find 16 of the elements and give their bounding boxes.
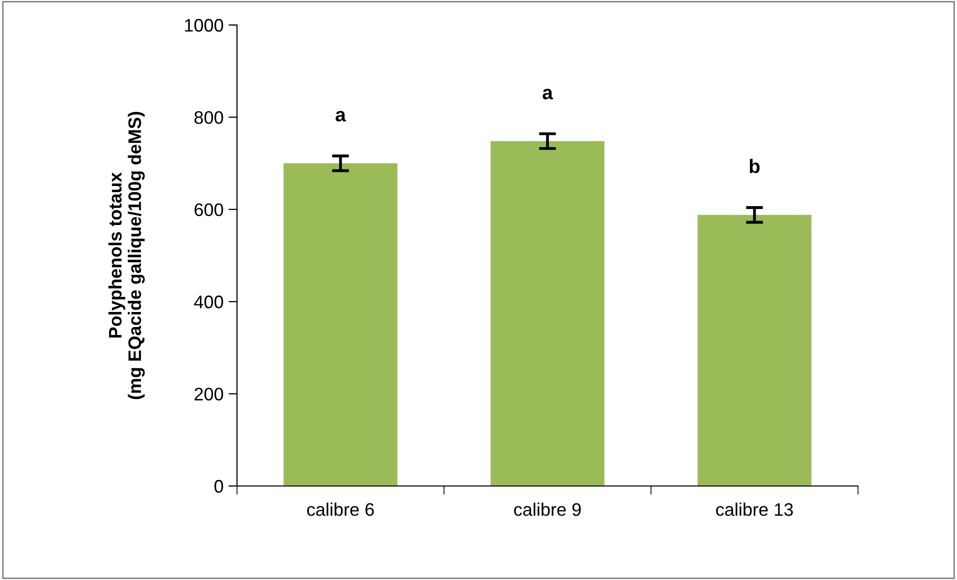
bar xyxy=(284,163,398,486)
y-tick-label: 0 xyxy=(214,480,224,493)
y-tick-label: 1000 xyxy=(185,18,224,32)
x-tick-label: calibre 6 xyxy=(307,502,374,516)
annotation: a xyxy=(336,110,346,122)
y-tick-label: 600 xyxy=(194,203,224,216)
y-tick-label: 200 xyxy=(194,388,224,401)
x-tick-label: calibre 13 xyxy=(716,502,793,516)
bar xyxy=(698,214,812,486)
bar xyxy=(490,141,604,486)
y-tick-label: 800 xyxy=(194,111,224,124)
y-tick-label: 400 xyxy=(194,296,224,308)
x-tick-label: calibre 9 xyxy=(514,502,581,516)
annotation: a xyxy=(542,88,554,100)
annotation: b xyxy=(750,158,760,174)
y-axis-title: Polyphenols totaux (mg EQacide gallique/100g deMS) xyxy=(108,112,145,400)
